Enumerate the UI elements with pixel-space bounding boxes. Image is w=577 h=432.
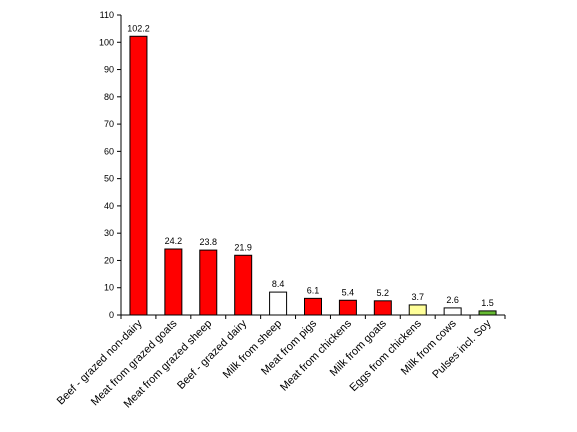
bar [338,299,357,316]
y-tick-label: 10 [104,283,114,293]
y-tick-label: 20 [104,255,114,265]
data-label: 6.1 [307,285,320,295]
y-tick-label: 40 [104,201,114,211]
data-label: 21.9 [234,242,252,252]
bar [478,310,497,316]
data-label: 5.2 [377,288,390,298]
data-labels: 102.2 24.2 23.8 21.9 8.4 6.1 5.4 5.2 3.7 2.6 1.5 [127,23,494,308]
y-tick-label: 80 [104,92,114,102]
bar [164,248,183,316]
bar [304,297,322,316]
y-tick-label: 110 [100,10,114,20]
data-label: 5.4 [342,287,355,297]
y-tick-label: 100 [99,37,114,47]
data-label: 1.5 [481,298,494,308]
y-tick-label: 50 [104,174,114,184]
y-axis: 0 10 20 30 40 50 60 70 80 90 100 110 [99,10,122,320]
data-label: 2.6 [446,295,459,305]
bar [234,254,253,316]
y-tick-label: 30 [104,228,114,238]
y-tick-label: 60 [104,146,114,156]
y-tick-label: 0 [109,310,114,320]
x-axis [120,314,506,319]
bar [199,249,218,316]
bar [129,35,148,316]
bar [408,304,427,316]
bar [443,307,462,316]
y-tick-label: 70 [104,119,114,129]
data-label: 23.8 [200,237,218,247]
bars [129,35,497,316]
data-label: 102.2 [127,23,150,33]
data-label: 8.4 [272,279,285,289]
y-tick-label: 90 [104,65,114,75]
bar [269,291,288,316]
data-label: 3.7 [411,292,424,302]
data-label: 24.2 [165,236,183,246]
bar [373,300,392,316]
